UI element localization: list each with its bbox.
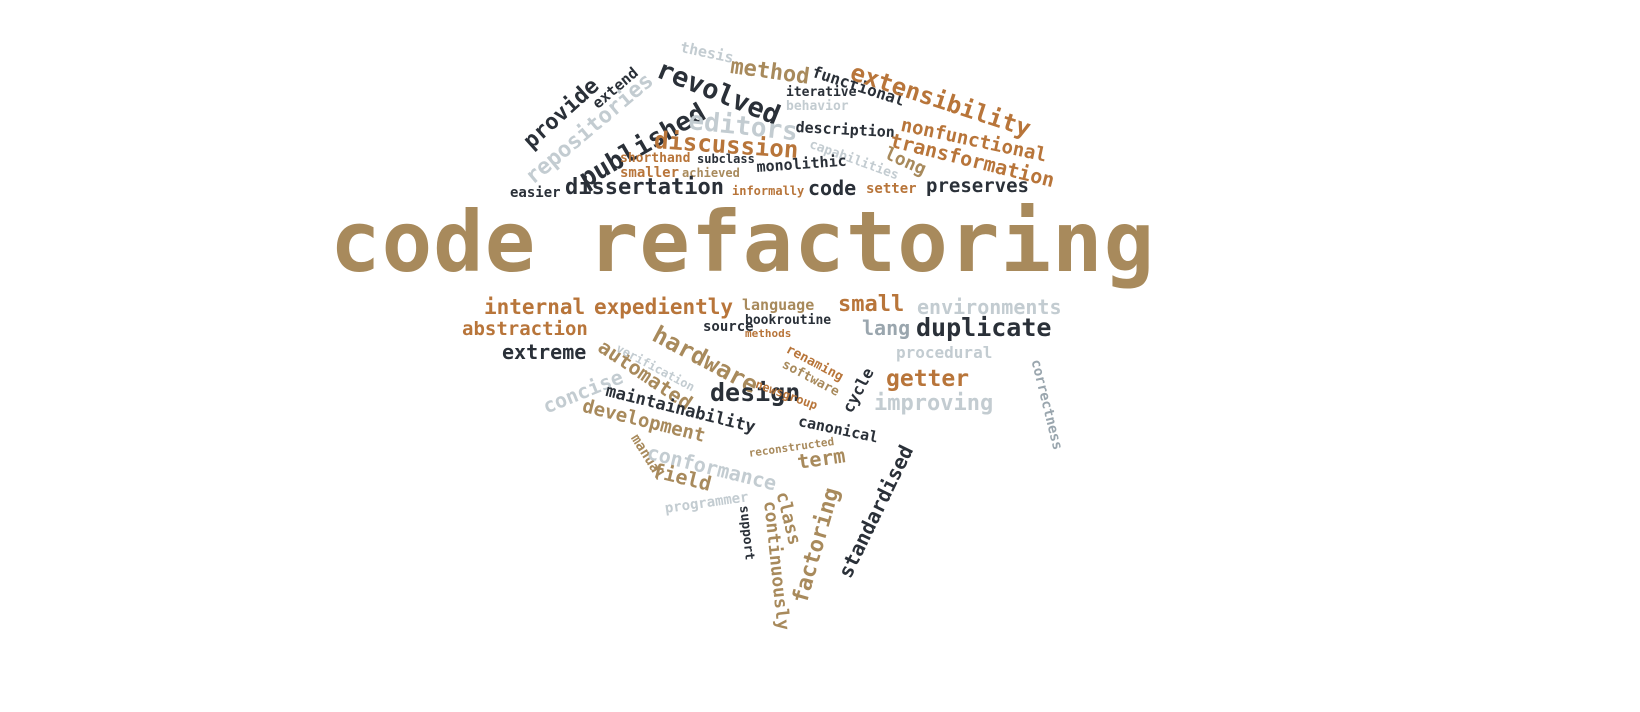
word-standardised: standardised: [833, 441, 919, 582]
word-description: description: [795, 118, 896, 142]
word-correctness: correctness: [1027, 357, 1066, 452]
word-code: code: [808, 176, 857, 200]
word-factoring: factoring: [788, 484, 845, 607]
word-monolithic: monolithic: [755, 151, 848, 176]
word-extreme: extreme: [502, 340, 587, 364]
word-behavior: behavior: [786, 99, 849, 114]
word-term: term: [795, 443, 847, 474]
word-improving: improving: [874, 391, 994, 416]
word-duplicate: duplicate: [916, 313, 1052, 342]
word-achieved: achieved: [682, 166, 740, 180]
word-abstraction: abstraction: [462, 318, 588, 340]
word-methods: methods: [745, 327, 792, 340]
word-language: language: [742, 296, 815, 314]
word-method: method: [728, 54, 811, 90]
word-cycle: cycle: [838, 364, 878, 416]
word-thesis: thesis: [678, 38, 736, 67]
word-source: source: [703, 319, 754, 335]
word-informally: informally: [732, 184, 805, 198]
word-lang: lang: [862, 316, 911, 340]
word-procedural: procedural: [896, 343, 993, 362]
word-easier: easier: [510, 185, 561, 201]
word-bookroutine: bookroutine: [745, 313, 832, 328]
word-small: small: [838, 292, 905, 317]
word-shorthand: shorthand: [620, 151, 691, 166]
word-subclass: subclass: [697, 152, 755, 166]
word-support: support: [736, 504, 757, 561]
word-environments: environments: [917, 295, 1062, 319]
word-internal: internal: [484, 295, 586, 319]
word-iterative: iterative: [786, 85, 857, 100]
word-preserves: preserves: [926, 175, 1029, 197]
word-smaller: smaller: [620, 165, 680, 181]
word-getter: getter: [886, 366, 970, 392]
word-expediently: expediently: [594, 295, 734, 319]
main-title: code refactoring: [330, 193, 1156, 291]
word-dissertation: dissertation: [565, 175, 724, 200]
word-setter: setter: [866, 181, 917, 197]
word-design: design: [710, 378, 801, 407]
